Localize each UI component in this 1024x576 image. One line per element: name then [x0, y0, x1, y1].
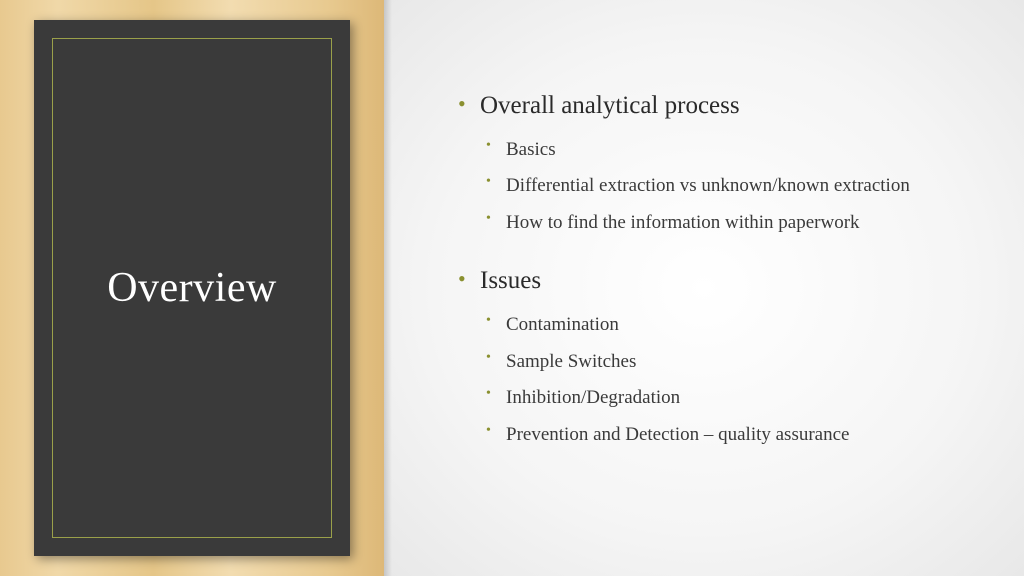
list-item: Differential extraction vs unknown/known…	[480, 173, 984, 199]
sub-list: Basics Differential extraction vs unknow…	[480, 137, 984, 236]
list-item: Prevention and Detection – quality assur…	[480, 422, 984, 448]
bullet-list: Overall analytical process Basics Differ…	[454, 90, 984, 447]
list-item: Contamination	[480, 312, 984, 338]
title-card: Overview	[34, 20, 350, 556]
section-label: Overall analytical process	[480, 92, 740, 119]
slide-title: Overview	[107, 264, 277, 312]
list-item: How to find the information within paper…	[480, 210, 984, 236]
list-item: Sample Switches	[480, 349, 984, 375]
list-item: Overall analytical process Basics Differ…	[454, 90, 984, 235]
section-label: Issues	[480, 267, 541, 294]
list-item: Basics	[480, 137, 984, 163]
sub-list: Contamination Sample Switches Inhibition…	[480, 312, 984, 448]
list-item: Inhibition/Degradation	[480, 385, 984, 411]
left-panel: Overview	[0, 0, 384, 576]
content-panel: Overall analytical process Basics Differ…	[384, 0, 1024, 576]
list-item: Issues Contamination Sample Switches Inh…	[454, 265, 984, 447]
